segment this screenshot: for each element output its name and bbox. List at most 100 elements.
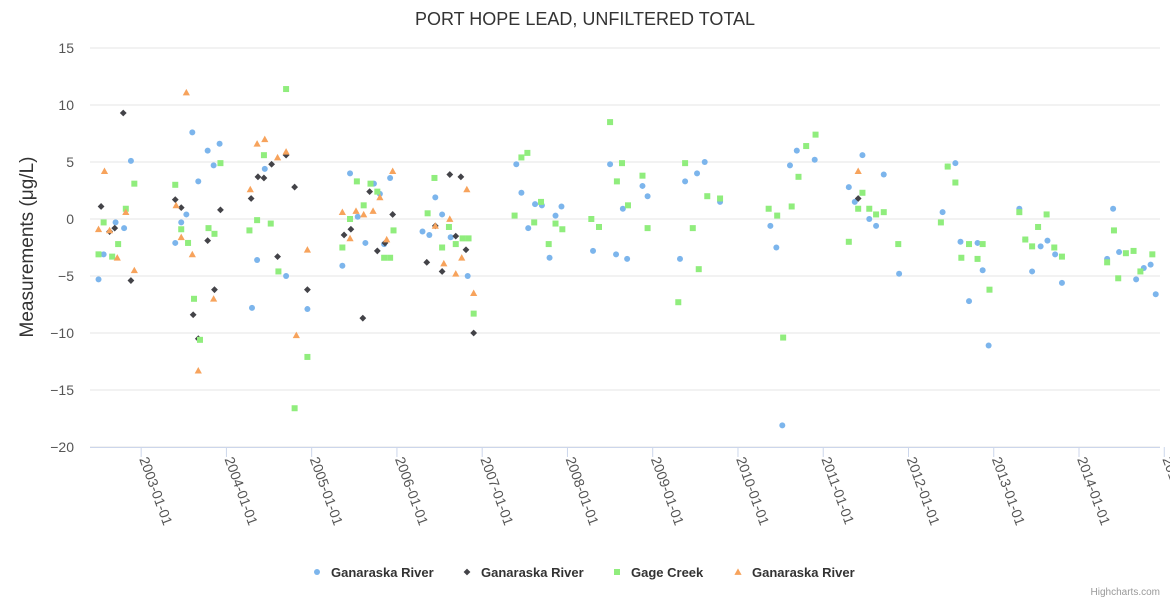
data-point[interactable] xyxy=(347,225,355,233)
data-point[interactable] xyxy=(704,193,711,200)
data-point[interactable] xyxy=(376,193,384,201)
data-point[interactable] xyxy=(189,129,196,136)
data-point[interactable] xyxy=(518,189,525,196)
data-point[interactable] xyxy=(210,295,218,302)
data-point[interactable] xyxy=(880,171,887,178)
data-point[interactable] xyxy=(689,225,696,232)
data-point[interactable] xyxy=(106,226,114,234)
data-point[interactable] xyxy=(253,140,261,147)
data-point[interactable] xyxy=(880,209,887,216)
data-point[interactable] xyxy=(511,212,518,219)
data-point[interactable] xyxy=(362,239,369,246)
data-point[interactable] xyxy=(765,205,772,212)
data-point[interactable] xyxy=(452,270,460,277)
data-point[interactable] xyxy=(246,185,254,193)
data-point[interactable] xyxy=(216,140,223,147)
data-point[interactable] xyxy=(254,217,261,224)
data-point[interactable] xyxy=(974,255,981,262)
data-point[interactable] xyxy=(177,204,185,211)
data-point[interactable] xyxy=(115,241,122,248)
data-point[interactable] xyxy=(291,405,298,412)
legend[interactable]: Ganaraska River Ganaraska River Gage Creek… xyxy=(314,565,855,580)
data-point[interactable] xyxy=(177,233,185,241)
data-point[interactable] xyxy=(701,159,708,165)
data-point[interactable] xyxy=(260,174,268,182)
data-point[interactable] xyxy=(937,219,944,226)
data-point[interactable] xyxy=(546,254,553,261)
data-point[interactable] xyxy=(595,223,602,230)
data-point[interactable] xyxy=(94,225,103,233)
data-point[interactable] xyxy=(261,135,269,143)
data-point[interactable] xyxy=(130,266,138,274)
data-point[interactable] xyxy=(463,185,471,193)
data-point[interactable] xyxy=(531,219,538,226)
data-point[interactable] xyxy=(458,254,466,261)
data-point[interactable] xyxy=(95,251,102,258)
data-point[interactable] xyxy=(211,286,218,294)
data-point[interactable] xyxy=(952,160,959,167)
data-point[interactable] xyxy=(127,277,135,284)
data-point[interactable] xyxy=(440,259,448,267)
data-point[interactable] xyxy=(1058,253,1065,260)
data-point[interactable] xyxy=(957,238,964,245)
data-point[interactable] xyxy=(1115,275,1122,282)
data-point[interactable] xyxy=(1037,243,1044,250)
data-point[interactable] xyxy=(457,173,465,181)
data-point[interactable] xyxy=(304,286,311,294)
data-point[interactable] xyxy=(1130,247,1137,254)
data-point[interactable] xyxy=(952,179,959,186)
data-point[interactable] xyxy=(446,171,454,178)
data-point[interactable] xyxy=(282,148,290,155)
data-point[interactable] xyxy=(178,219,185,226)
data-point[interactable] xyxy=(1044,237,1051,244)
data-point[interactable] xyxy=(261,165,268,172)
data-point[interactable] xyxy=(1058,279,1065,286)
data-point[interactable] xyxy=(304,306,311,313)
data-point[interactable] xyxy=(1152,291,1159,298)
data-point[interactable] xyxy=(275,268,282,275)
data-point[interactable] xyxy=(195,178,202,185)
data-point[interactable] xyxy=(254,173,262,181)
data-point[interactable] xyxy=(558,203,565,210)
data-point[interactable] xyxy=(552,220,559,227)
data-point[interactable] xyxy=(354,213,361,220)
data-point[interactable] xyxy=(525,225,532,232)
legend-item-2[interactable]: Ganaraska River xyxy=(463,565,584,580)
data-point[interactable] xyxy=(1043,211,1050,218)
data-point[interactable] xyxy=(851,198,858,205)
data-point[interactable] xyxy=(260,152,267,159)
data-point[interactable] xyxy=(465,235,472,242)
data-point[interactable] xyxy=(97,203,105,210)
data-point[interactable] xyxy=(613,251,620,258)
data-point[interactable] xyxy=(854,167,862,174)
data-point[interactable] xyxy=(966,241,973,248)
data-point[interactable] xyxy=(532,201,539,208)
data-point[interactable] xyxy=(859,152,866,159)
data-point[interactable] xyxy=(338,208,346,216)
data-point[interactable] xyxy=(682,178,689,185)
data-point[interactable] xyxy=(185,239,192,246)
data-point[interactable] xyxy=(1147,261,1154,268)
data-point[interactable] xyxy=(452,241,459,248)
data-point[interactable] xyxy=(291,183,299,191)
data-point[interactable] xyxy=(979,241,986,248)
data-point[interactable] xyxy=(590,247,597,254)
data-point[interactable] xyxy=(439,244,446,251)
data-point[interactable] xyxy=(1051,244,1058,251)
data-point[interactable] xyxy=(217,206,224,214)
data-point[interactable] xyxy=(374,188,381,195)
data-point[interactable] xyxy=(538,198,545,205)
data-point[interactable] xyxy=(1052,251,1059,258)
data-point[interactable] xyxy=(347,216,354,222)
data-point[interactable] xyxy=(767,222,774,229)
data-point[interactable] xyxy=(854,195,862,202)
data-point[interactable] xyxy=(985,342,992,349)
data-point[interactable] xyxy=(387,254,394,261)
data-point[interactable] xyxy=(845,238,852,245)
data-point[interactable] xyxy=(459,235,466,242)
data-point[interactable] xyxy=(559,226,566,233)
data-point[interactable] xyxy=(112,219,119,226)
data-point[interactable] xyxy=(588,216,595,222)
data-point[interactable] xyxy=(788,203,795,210)
data-point[interactable] xyxy=(178,226,185,233)
